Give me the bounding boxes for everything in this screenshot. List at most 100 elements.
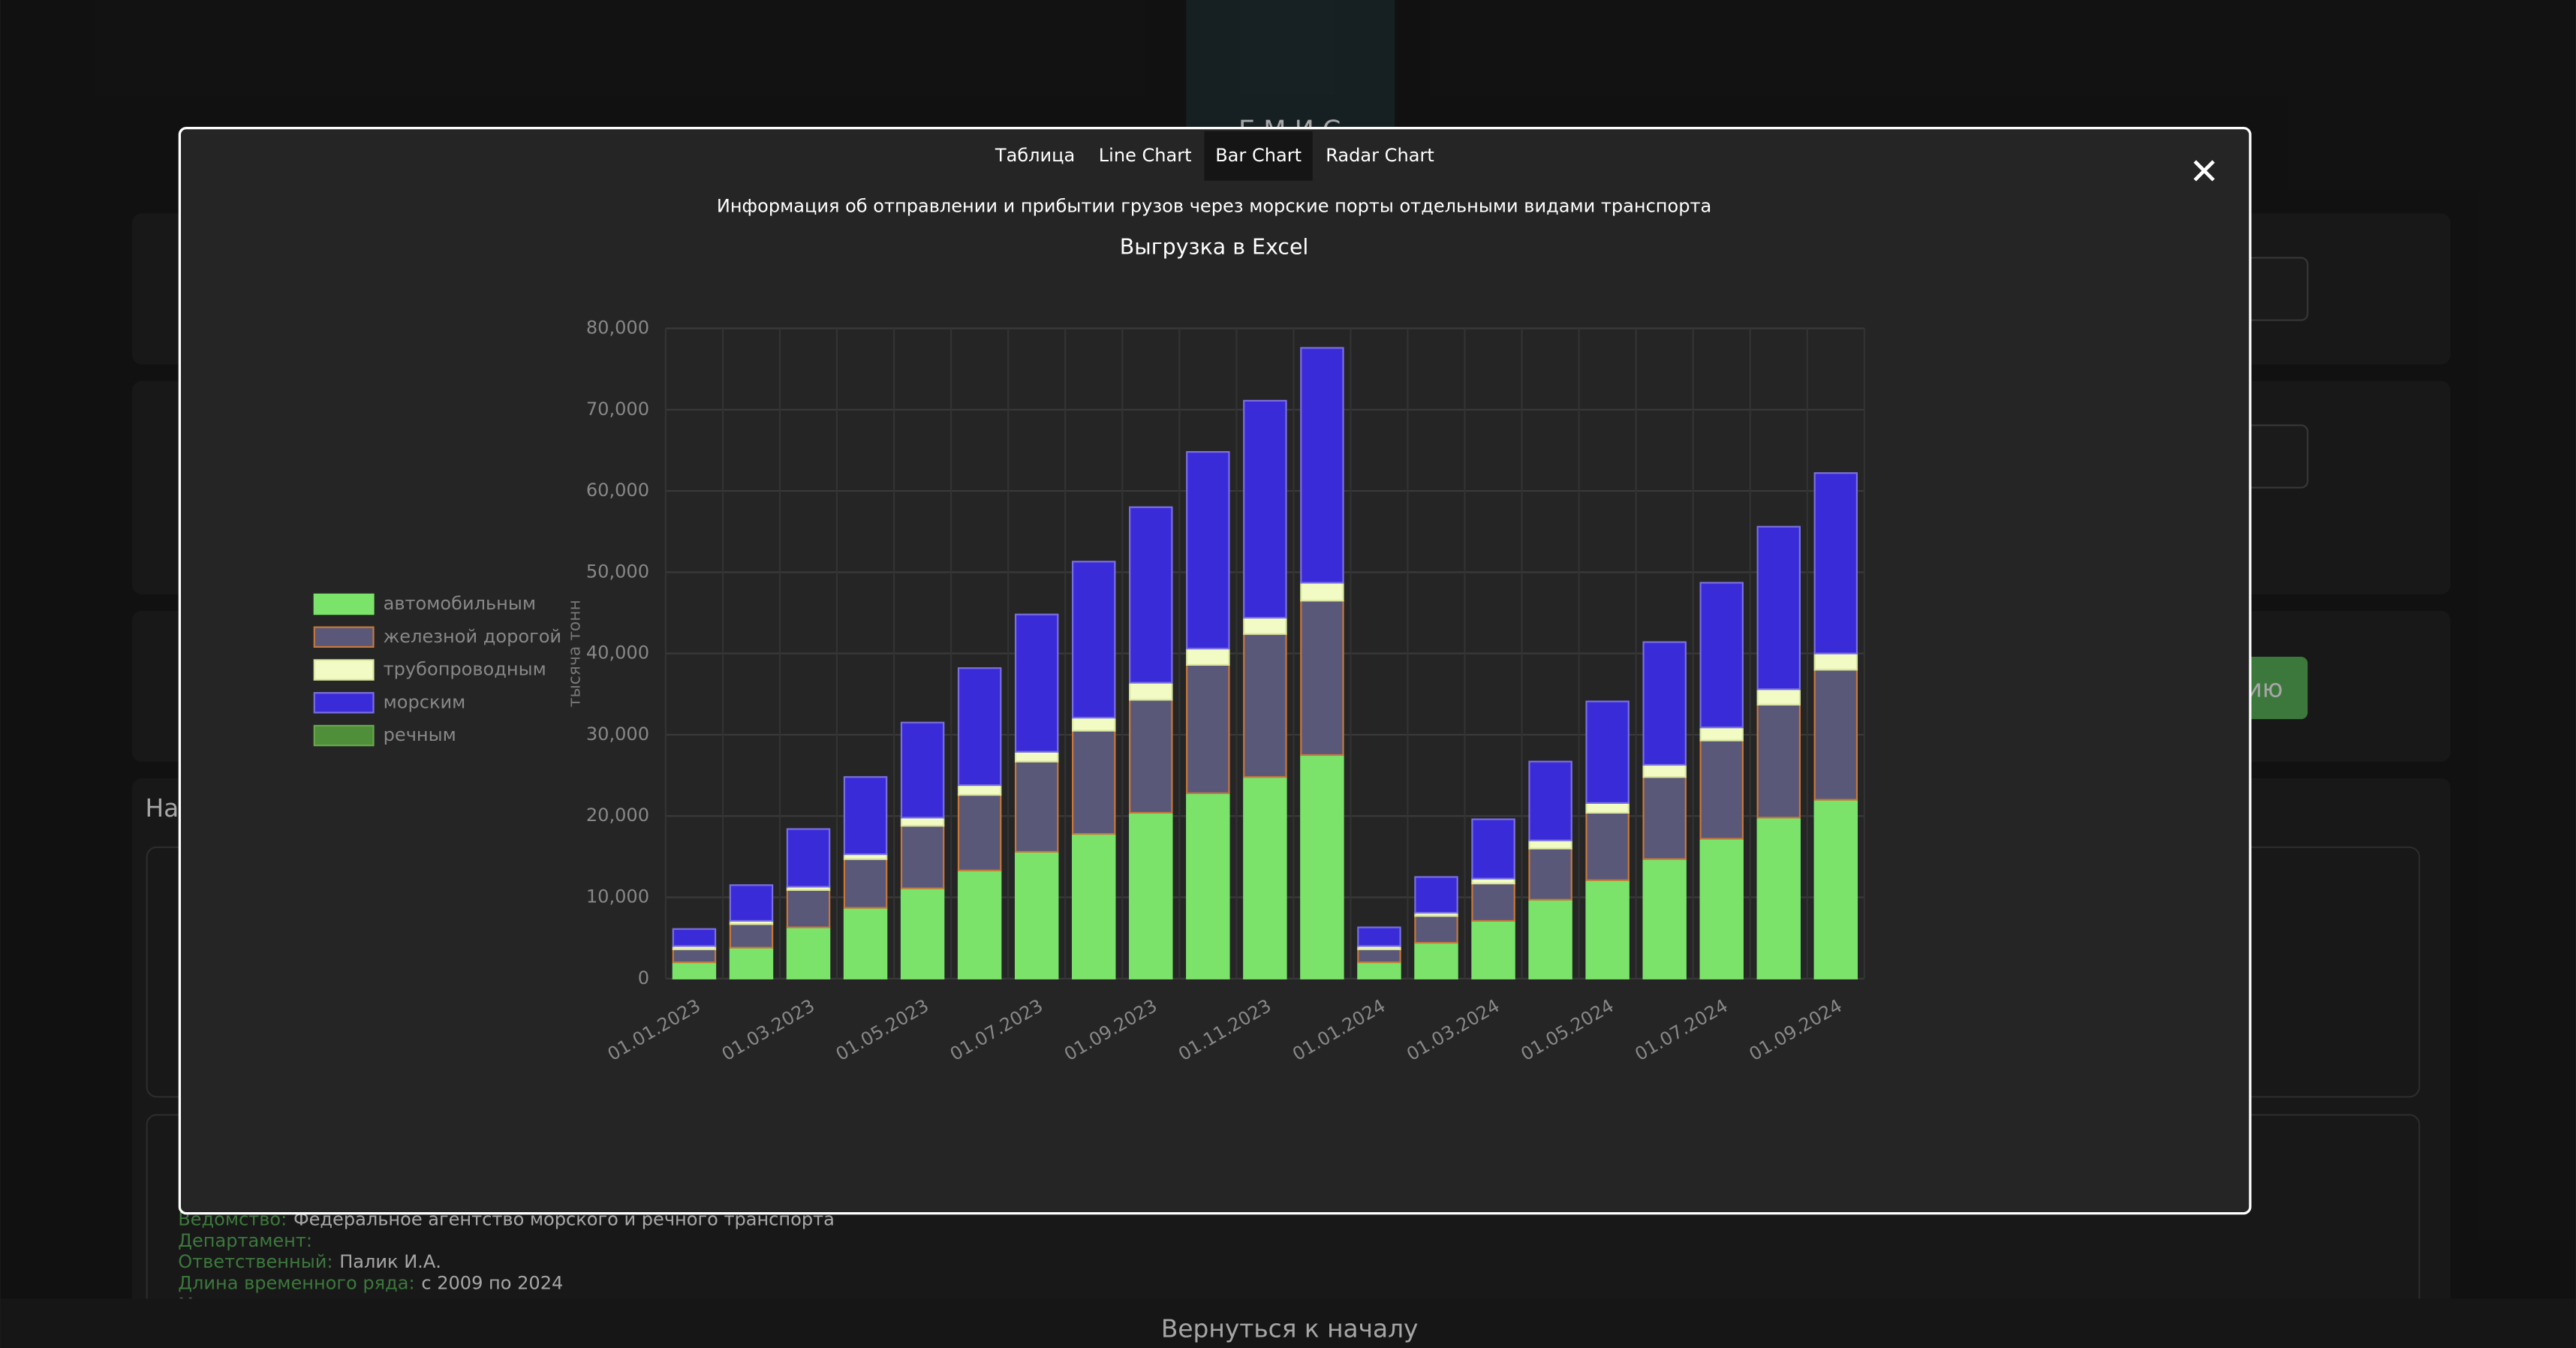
bar-segment [1129,506,1173,684]
heading: На [145,794,179,823]
bar-segment [1414,915,1458,944]
bar-segment [1585,700,1630,804]
legend-swatch [313,626,375,648]
bar-segment [786,889,831,928]
legend-swatch [313,692,375,714]
bar-segment [900,721,945,819]
bar-segment [1243,399,1287,619]
info-key: Длина временного ряда: [178,1273,414,1294]
close-button[interactable]: ✕ [2189,151,2219,193]
bar-segment [900,825,945,889]
y-tick-label: 70,000 [586,399,649,420]
bar-segment [1642,858,1687,979]
bar-segment [1642,763,1687,778]
bar-segment [1642,776,1687,860]
tab[interactable]: Line Chart [1099,145,1192,166]
bar-segment [1186,451,1230,650]
y-tick-label: 40,000 [586,642,649,663]
export-link[interactable]: Выгрузка в Excel [1120,234,1309,259]
y-tick-label: 20,000 [586,805,649,826]
bar-segment [1186,648,1230,666]
y-tick-label: 80,000 [586,317,649,339]
bar-segment [900,887,945,979]
bar-segment [672,948,717,964]
y-tick-label: 30,000 [586,724,649,745]
bar-segment [1813,799,1858,979]
info-row: Длина временного ряда: с 2009 по 2024 [178,1273,563,1294]
bar-segment [1699,739,1744,840]
bar-segment [729,923,774,949]
bar-segment [1699,838,1744,979]
info-key: Департамент: [178,1230,312,1251]
bar-segment [1585,879,1630,979]
bar-segment [1243,776,1287,979]
y-axis-label: тысяча тонн [566,600,585,707]
bar-segment [1243,616,1287,635]
bar-segment [1357,926,1401,947]
y-tick-label: 0 [638,967,649,988]
legend-label: речным [384,724,456,745]
bar-segment [1528,839,1572,850]
bar-segment [1300,600,1344,757]
bar-segment [1471,883,1515,922]
bar-segment [900,817,945,827]
legend-swatch [313,724,375,747]
bar-segment [1528,760,1572,841]
bar-segment [786,828,831,888]
y-tick-label: 50,000 [586,561,649,582]
bar-segment [786,926,831,979]
bar-segment [957,667,1002,787]
bar-segment [843,858,888,909]
tab[interactable]: Bar Chart [1215,145,1302,166]
bar-segment [1528,847,1572,901]
bar-segment [1585,811,1630,881]
info-row: Ответственный: Палик И.А. [178,1251,441,1272]
button-text: ию [2246,674,2283,703]
bar-segment [1014,760,1059,853]
bar-segment [1300,347,1344,584]
bar-segment [1756,525,1801,691]
bar-segment [1414,942,1458,979]
info-value: с 2009 по 2024 [421,1273,563,1294]
footer [0,1298,2576,1348]
bar-segment [957,869,1002,979]
bar-segment [1414,876,1458,914]
tab[interactable]: Таблица [995,145,1075,166]
bar-segment [1357,961,1401,979]
y-tick-label: 10,000 [586,886,649,907]
bar-segment [1072,717,1116,732]
bar-segment [1813,652,1858,671]
footer-link[interactable]: Вернуться к началу [1161,1314,1419,1343]
bar-segment [672,961,717,979]
bar-segment [1300,754,1344,979]
bar-segment [1813,472,1858,654]
logo [1186,0,1395,148]
bar-segment [1585,802,1630,814]
legend-label: автомобильным [384,593,536,614]
info-row: Департамент: [178,1230,312,1251]
info-key: Ответственный: [178,1251,333,1272]
chart-title: Информация об отправлении и прибытии гру… [717,196,1711,217]
legend-swatch [313,593,375,615]
bar-segment [1014,613,1059,753]
bar-segment [1186,663,1230,794]
bar-segment [843,907,888,979]
bar-segment [1471,919,1515,979]
legend-swatch [313,659,375,681]
legend-label: морским [384,691,466,712]
bar-segment [729,884,774,922]
tab-active [1204,131,1313,181]
bar-segment [1357,948,1401,964]
tab[interactable]: Radar Chart [1326,145,1434,166]
bar-segment [1186,792,1230,979]
bar-segment [1129,699,1173,814]
bar-segment [1756,817,1801,979]
bar-segment [1813,669,1858,801]
bar-segment [1756,703,1801,819]
bar-segment [1072,561,1116,719]
legend-label: железной дорогой [384,626,561,647]
bar-segment [1072,730,1116,835]
bar-segment [1699,582,1744,729]
